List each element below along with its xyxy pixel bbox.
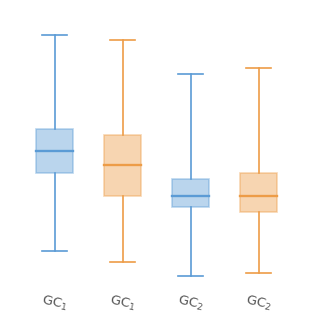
FancyBboxPatch shape [172,179,209,207]
FancyBboxPatch shape [104,135,141,196]
FancyBboxPatch shape [36,129,73,173]
FancyBboxPatch shape [240,173,277,212]
